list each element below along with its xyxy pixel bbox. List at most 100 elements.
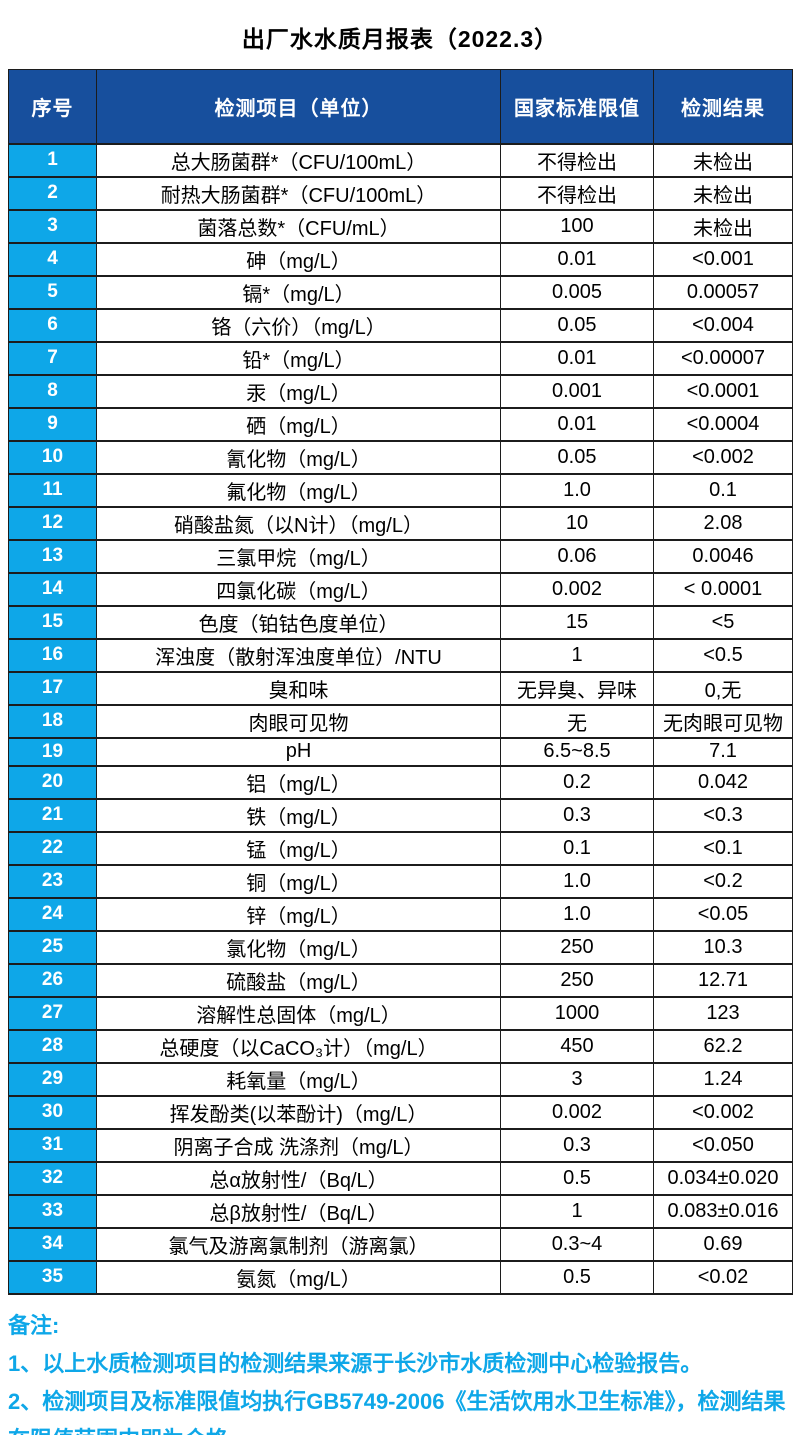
row-result-cell: 123 — [653, 995, 793, 1031]
row-index-cell: 21 — [8, 797, 97, 833]
row-item-cell: 总β放射性/（Bq/L） — [96, 1193, 501, 1229]
row-limit-cell: 1.0 — [500, 896, 654, 932]
row-result-cell: <0.1 — [653, 830, 793, 866]
row-limit-cell: 10 — [500, 505, 654, 541]
row-limit-cell: 0.3 — [500, 797, 654, 833]
row-item-cell: pH — [96, 736, 501, 767]
footnote-line-2: 2、检测项目及标准限值均执行GB5749-2006《生活饮用水卫生标准》，检测结… — [8, 1388, 786, 1435]
row-index-cell: 3 — [8, 208, 97, 244]
row-limit-cell: 0.2 — [500, 764, 654, 800]
row-item-cell: 氟化物（mg/L） — [96, 472, 501, 508]
row-item-cell: 砷（mg/L） — [96, 241, 501, 277]
row-item-cell: 铅*（mg/L） — [96, 340, 501, 376]
table-body: 1 总大肠菌群*（CFU/100mL） 不得检出 未检出 2 耐热大肠菌群*（C… — [8, 142, 793, 1295]
table-row: 35 氨氮（mg/L） 0.5 <0.02 — [8, 1259, 793, 1295]
row-index-cell: 33 — [8, 1193, 97, 1229]
row-index-cell: 8 — [8, 373, 97, 409]
row-limit-cell: 6.5~8.5 — [500, 736, 654, 767]
row-limit-cell: 250 — [500, 962, 654, 998]
row-item-cell: 菌落总数*（CFU/mL） — [96, 208, 501, 244]
row-result-cell: <0.0001 — [653, 373, 793, 409]
row-limit-cell: 0.01 — [500, 340, 654, 376]
row-result-cell: 2.08 — [653, 505, 793, 541]
row-item-cell: 铜（mg/L） — [96, 863, 501, 899]
footnote-line-1: 1、以上水质检测项目的检测结果来源于长沙市水质检测中心检验报告。 — [8, 1350, 703, 1376]
row-limit-cell: 0.3~4 — [500, 1226, 654, 1262]
table-row: 34 氯气及游离氯制剂（游离氯） 0.3~4 0.69 — [8, 1226, 793, 1262]
row-limit-cell: 15 — [500, 604, 654, 640]
table-row: 5 镉*（mg/L） 0.005 0.00057 — [8, 274, 793, 310]
row-limit-cell: 0.05 — [500, 307, 654, 343]
row-item-cell: 铝（mg/L） — [96, 764, 501, 800]
row-index-cell: 14 — [8, 571, 97, 607]
row-item-cell: 铬（六价）（mg/L） — [96, 307, 501, 343]
header-col-item: 检测项目（单位） — [96, 69, 501, 145]
row-result-cell: 0.0046 — [653, 538, 793, 574]
row-result-cell: < 0.0001 — [653, 571, 793, 607]
row-index-cell: 24 — [8, 896, 97, 932]
row-result-cell: <0.3 — [653, 797, 793, 833]
row-limit-cell: 450 — [500, 1028, 654, 1064]
row-limit-cell: 0.01 — [500, 241, 654, 277]
header-col-no: 序号 — [8, 69, 97, 145]
table-row: 18 肉眼可见物 无 无肉眼可见物 — [8, 703, 793, 739]
row-index-cell: 26 — [8, 962, 97, 998]
row-index-cell: 23 — [8, 863, 97, 899]
row-index-cell: 35 — [8, 1259, 97, 1295]
table-row: 22 锰（mg/L） 0.1 <0.1 — [8, 830, 793, 866]
table-row: 1 总大肠菌群*（CFU/100mL） 不得检出 未检出 — [8, 142, 793, 178]
row-limit-cell: 100 — [500, 208, 654, 244]
table-row: 13 三氯甲烷（mg/L） 0.06 0.0046 — [8, 538, 793, 574]
table-row: 6 铬（六价）（mg/L） 0.05 <0.004 — [8, 307, 793, 343]
table-row: 4 砷（mg/L） 0.01 <0.001 — [8, 241, 793, 277]
row-limit-cell: 0.3 — [500, 1127, 654, 1163]
row-result-cell: 10.3 — [653, 929, 793, 965]
footnote-label: 备注: — [8, 1312, 60, 1338]
table-row: 26 硫酸盐（mg/L） 250 12.71 — [8, 962, 793, 998]
row-index-cell: 13 — [8, 538, 97, 574]
table-row: 30 挥发酚类(以苯酚计)（mg/L） 0.002 <0.002 — [8, 1094, 793, 1130]
row-item-cell: 色度（铂钴色度单位） — [96, 604, 501, 640]
row-result-cell: 0.042 — [653, 764, 793, 800]
row-index-cell: 12 — [8, 505, 97, 541]
row-result-cell: 0.083±0.016 — [653, 1193, 793, 1229]
row-index-cell: 34 — [8, 1226, 97, 1262]
row-limit-cell: 不得检出 — [500, 175, 654, 211]
row-result-cell: <0.002 — [653, 439, 793, 475]
row-result-cell: <0.001 — [653, 241, 793, 277]
row-limit-cell: 0.05 — [500, 439, 654, 475]
water-quality-table: 序号 检测项目（单位） 国家标准限值 检测结果 1 总大肠菌群*（CFU/100… — [8, 69, 793, 1295]
row-result-cell: <0.5 — [653, 637, 793, 673]
table-row: 8 汞（mg/L） 0.001 <0.0001 — [8, 373, 793, 409]
row-limit-cell: 250 — [500, 929, 654, 965]
row-item-cell: 三氯甲烷（mg/L） — [96, 538, 501, 574]
table-row: 27 溶解性总固体（mg/L） 1000 123 — [8, 995, 793, 1031]
row-item-cell: 耐热大肠菌群*（CFU/100mL） — [96, 175, 501, 211]
row-item-cell: 氨氮（mg/L） — [96, 1259, 501, 1295]
row-item-cell: 臭和味 — [96, 670, 501, 706]
table-row: 15 色度（铂钴色度单位） 15 <5 — [8, 604, 793, 640]
row-item-cell: 锌（mg/L） — [96, 896, 501, 932]
row-limit-cell: 1.0 — [500, 472, 654, 508]
row-result-cell: 未检出 — [653, 208, 793, 244]
table-row: 32 总α放射性/（Bq/L） 0.5 0.034±0.020 — [8, 1160, 793, 1196]
row-result-cell: 1.24 — [653, 1061, 793, 1097]
row-limit-cell: 0.002 — [500, 571, 654, 607]
header-row: 序号 检测项目（单位） 国家标准限值 检测结果 — [8, 69, 793, 145]
row-index-cell: 25 — [8, 929, 97, 965]
row-item-cell: 锰（mg/L） — [96, 830, 501, 866]
row-result-cell: <0.002 — [653, 1094, 793, 1130]
row-result-cell: 无肉眼可见物 — [653, 703, 793, 739]
row-limit-cell: 0.005 — [500, 274, 654, 310]
row-result-cell: 7.1 — [653, 736, 793, 767]
row-limit-cell: 0.001 — [500, 373, 654, 409]
row-result-cell: 0,无 — [653, 670, 793, 706]
table-row: 19 pH 6.5~8.5 7.1 — [8, 736, 793, 767]
row-item-cell: 硫酸盐（mg/L） — [96, 962, 501, 998]
table-row: 20 铝（mg/L） 0.2 0.042 — [8, 764, 793, 800]
row-result-cell: <0.004 — [653, 307, 793, 343]
table-row: 25 氯化物（mg/L） 250 10.3 — [8, 929, 793, 965]
row-index-cell: 11 — [8, 472, 97, 508]
row-item-cell: 汞（mg/L） — [96, 373, 501, 409]
row-index-cell: 1 — [8, 142, 97, 178]
